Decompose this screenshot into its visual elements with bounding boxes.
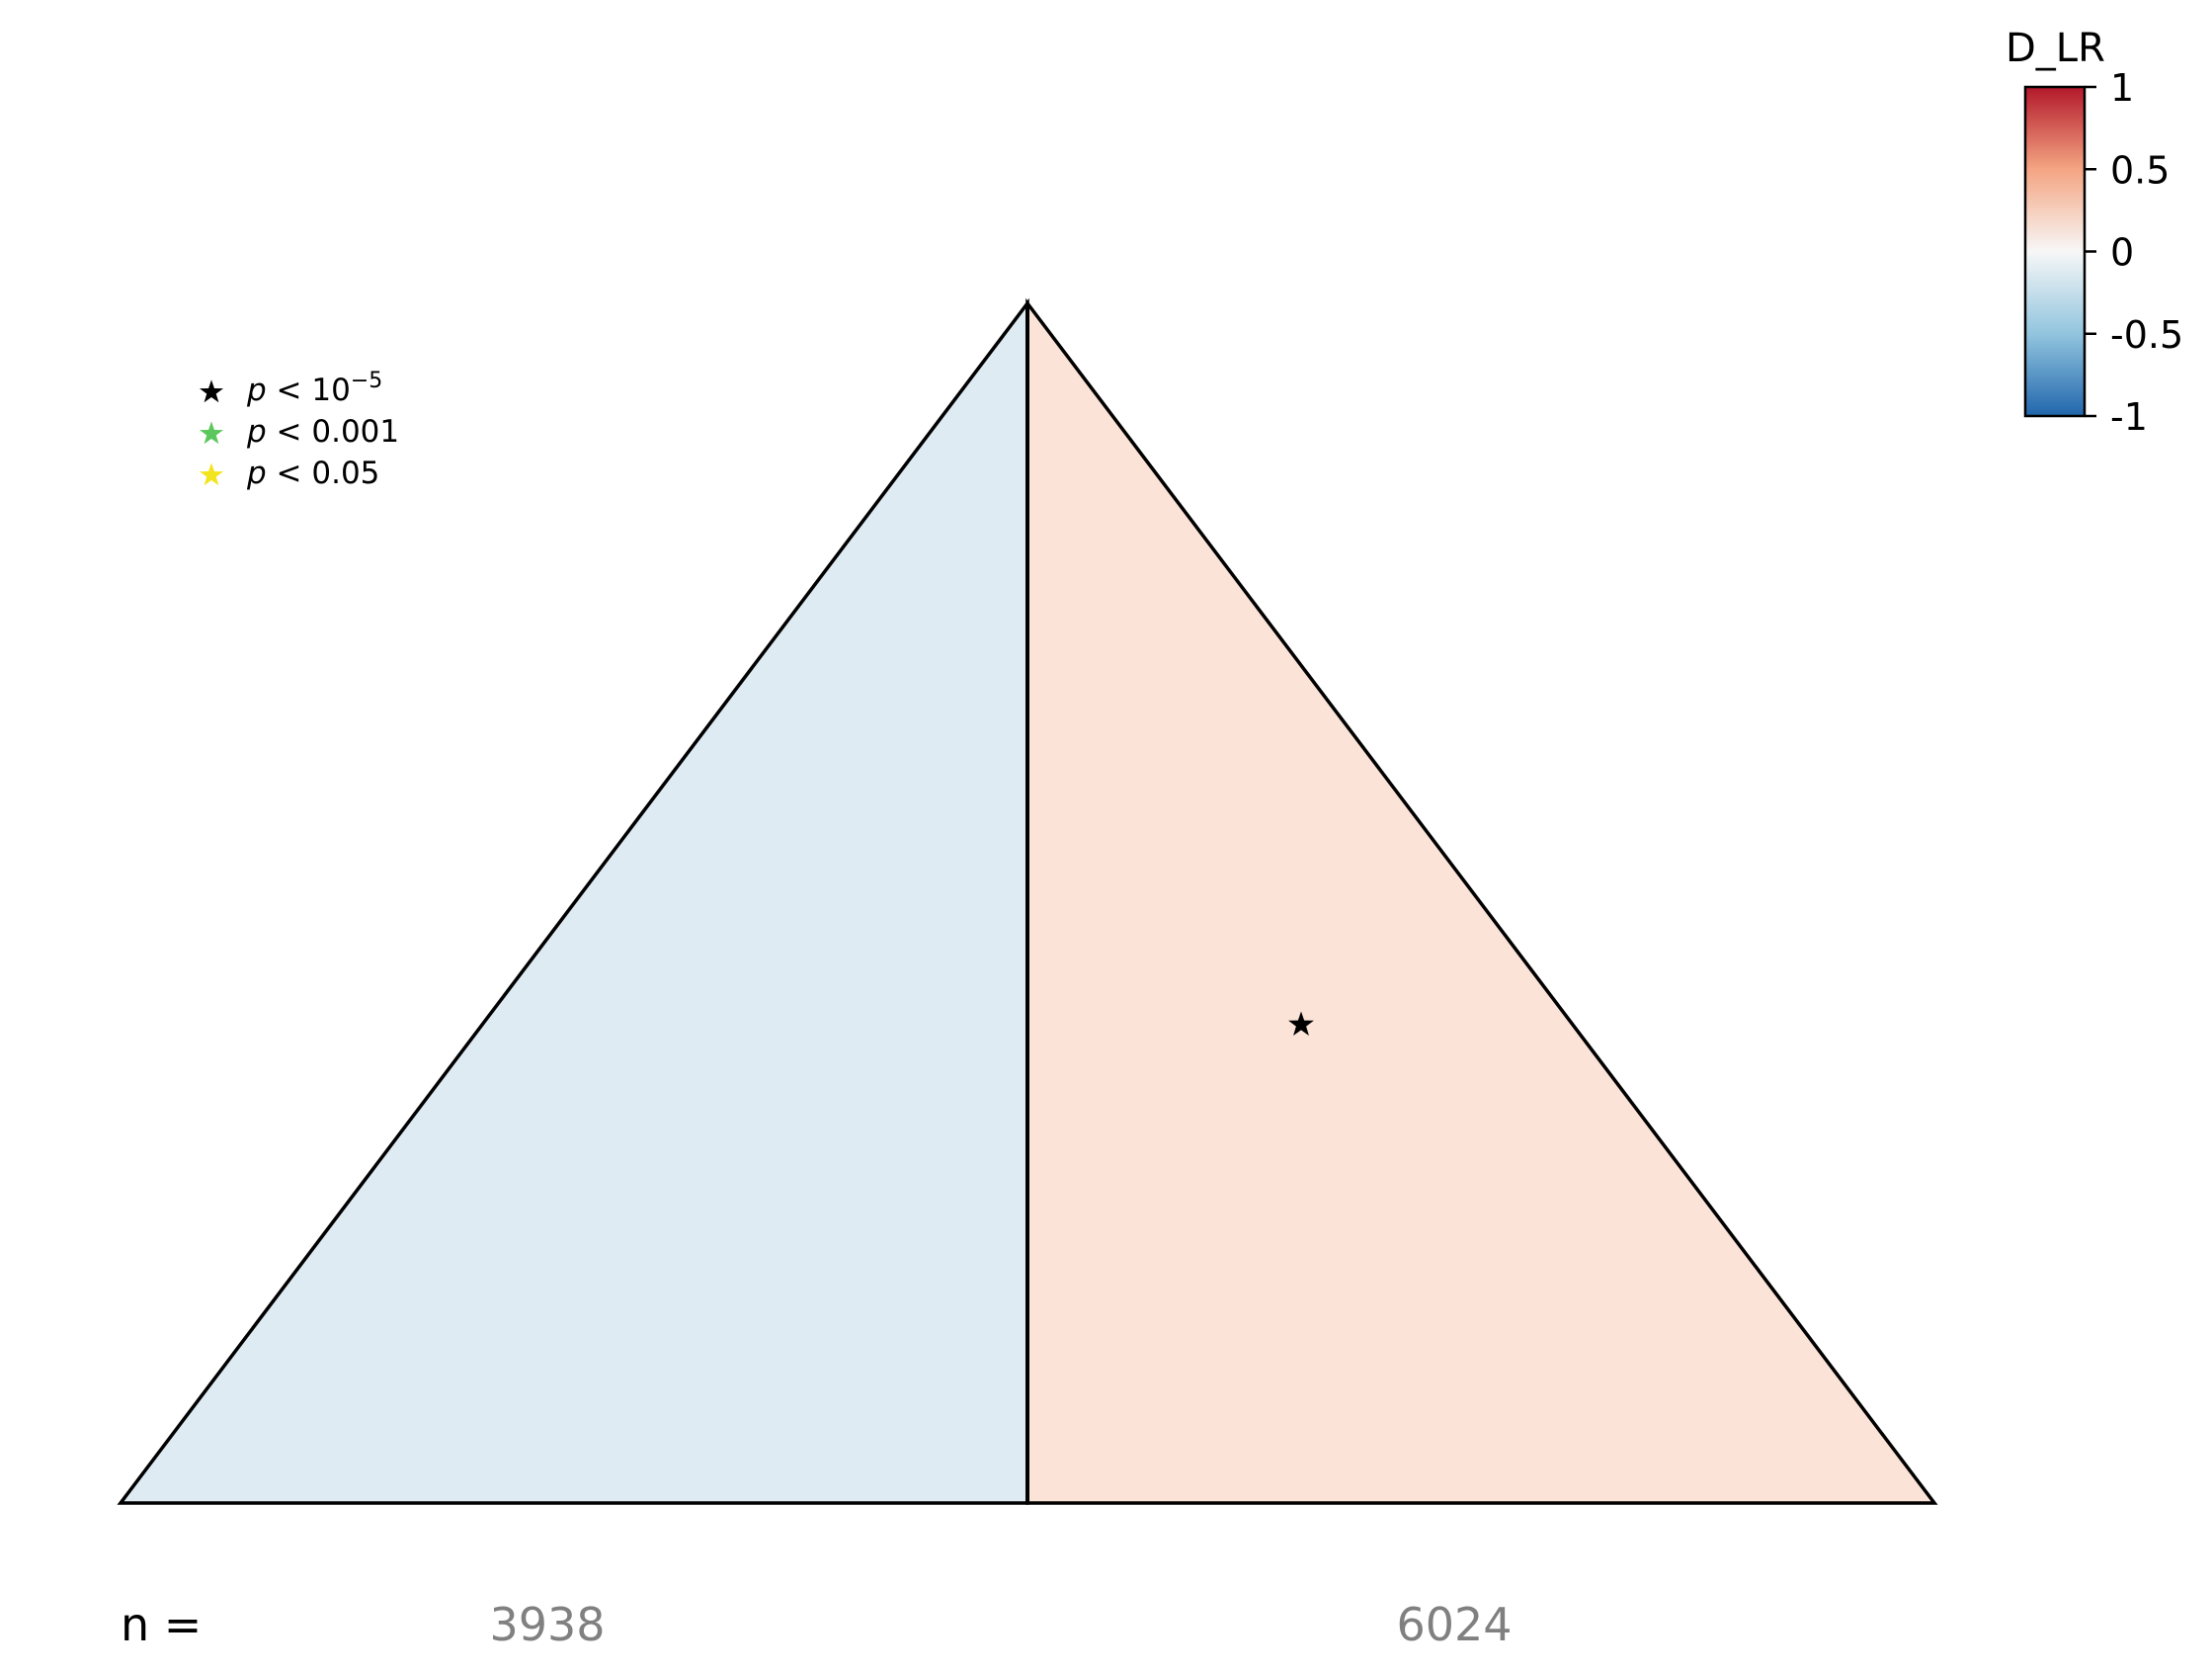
colorbar-tick-label: -1 [2110,395,2148,439]
colorbar-label: D_LR [2006,26,2105,71]
count-left: 3938 [489,1598,605,1651]
count-right: 6024 [1396,1598,1512,1651]
legend-star-icon [199,421,224,445]
colorbar-tick-label: -0.5 [2110,313,2183,357]
colorbar: D_LR 1 0.5 0 -0.5 -1 [2006,26,2183,439]
legend-item-label: p < 0.001 [246,414,399,450]
legend-star-icon [199,462,224,486]
legend-star-icon [199,379,224,403]
colorbar-tick-label: 1 [2110,66,2134,110]
legend-item-label: p < 0.05 [246,456,379,491]
legend-item-label: p < 10−5 [246,369,382,408]
region-right [1025,297,1938,1505]
colorbar-ticks: 1 0.5 0 -0.5 -1 [2085,66,2183,439]
colorbar-tick-label: 0.5 [2110,148,2170,192]
colorbar-gradient [2023,85,2087,418]
legend: p < 10−5 p < 0.001 p < 0.05 [199,369,399,491]
colorbar-tick-label: 0 [2110,231,2134,275]
n-label: n = [121,1598,202,1651]
